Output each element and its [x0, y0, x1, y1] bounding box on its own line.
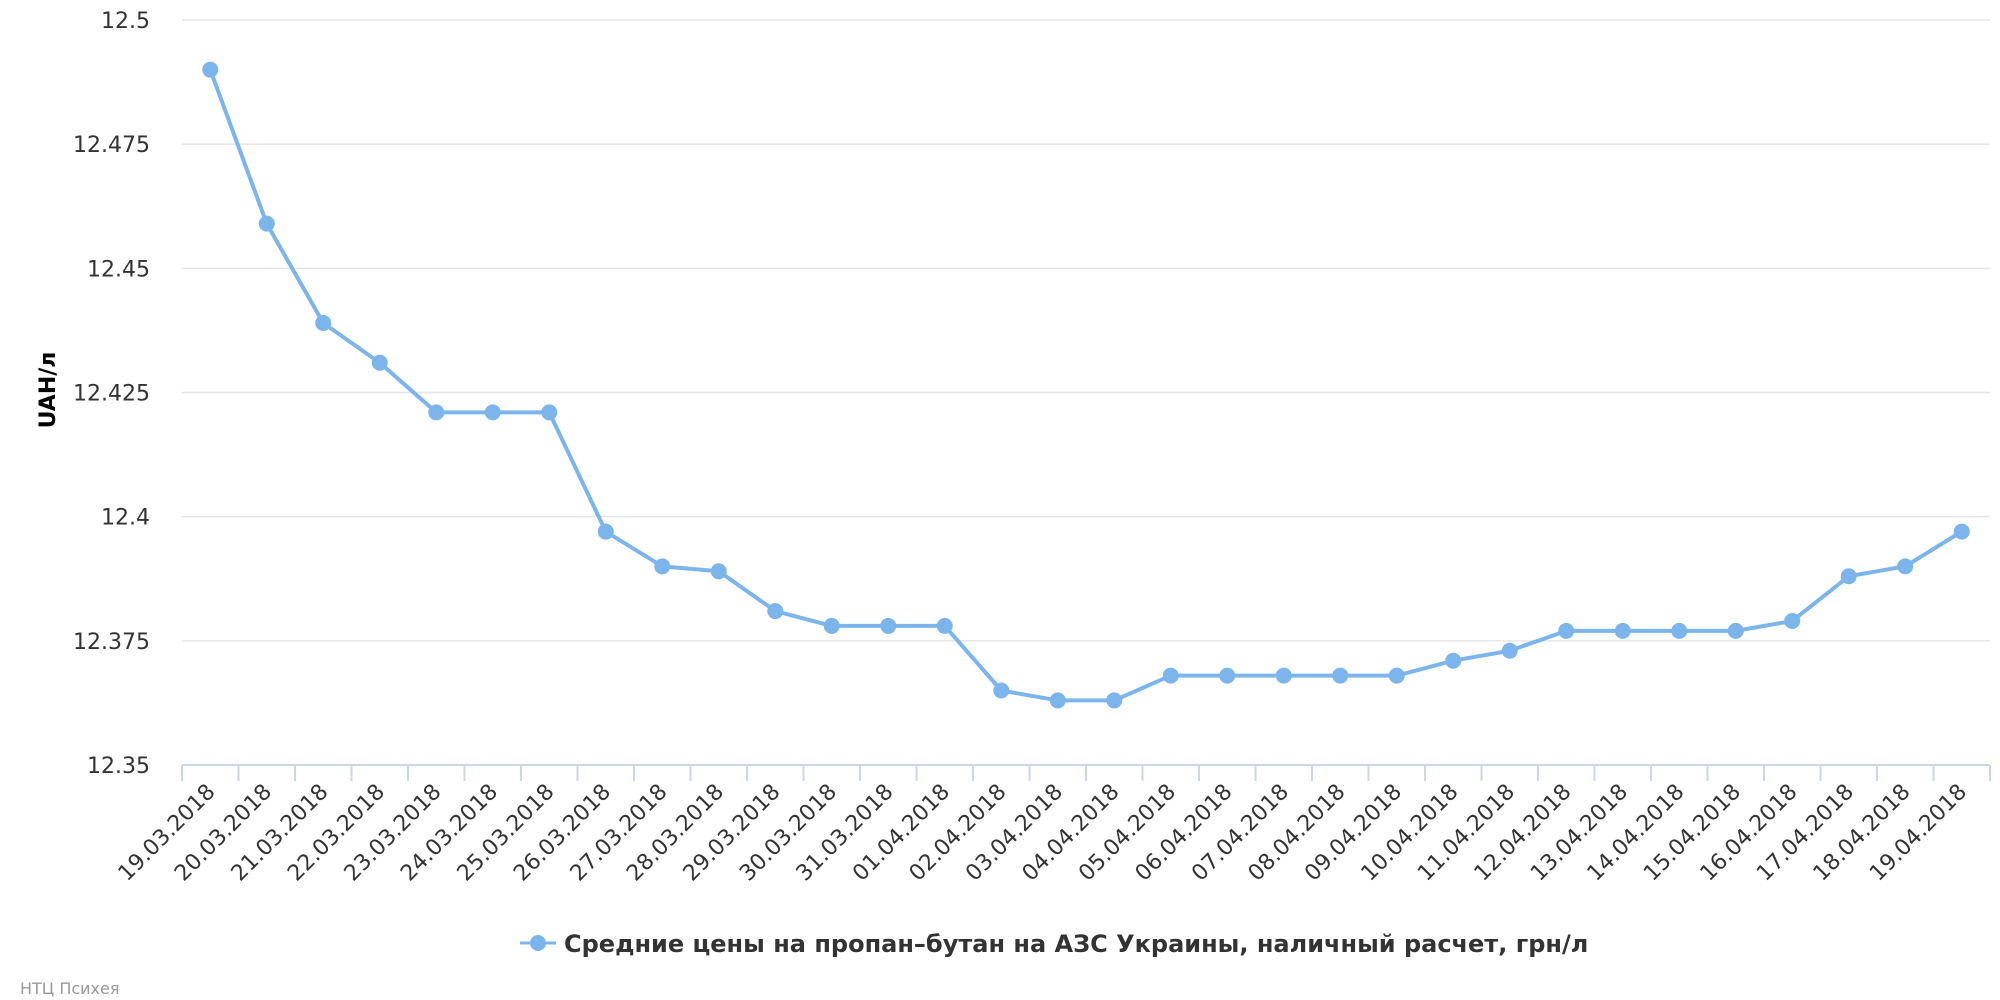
- data-point[interactable]: [1275, 667, 1292, 684]
- data-point[interactable]: [654, 558, 671, 575]
- data-point[interactable]: [993, 682, 1010, 699]
- x-tick-label: 19.03.2018: [114, 780, 221, 887]
- data-point[interactable]: [202, 61, 219, 78]
- y-tick-label: 12.35: [87, 754, 150, 779]
- data-point[interactable]: [1162, 667, 1179, 684]
- data-point[interactable]: [767, 603, 784, 620]
- series-line: [208, 68, 1963, 703]
- data-point[interactable]: [541, 404, 558, 421]
- legend[interactable]: Средние цены на пропан–бутан на АЗС Укра…: [520, 930, 1588, 958]
- data-point[interactable]: [1840, 568, 1857, 585]
- data-point[interactable]: [315, 314, 332, 331]
- data-point[interactable]: [710, 563, 727, 580]
- legend-label: Средние цены на пропан–бутан на АЗС Укра…: [564, 930, 1588, 958]
- data-point[interactable]: [1106, 692, 1123, 709]
- data-point[interactable]: [1558, 622, 1575, 639]
- data-point[interactable]: [597, 523, 614, 540]
- data-point[interactable]: [936, 617, 953, 634]
- data-point[interactable]: [1671, 622, 1688, 639]
- y-tick-label: 12.4: [101, 506, 150, 531]
- y-axis-ticks: 12.35 12.375 12.4 12.425 12.45 12.475 12.5: [73, 9, 150, 779]
- data-point[interactable]: [1897, 558, 1914, 575]
- legend-marker-icon: [530, 935, 546, 951]
- data-point[interactable]: [1501, 642, 1518, 659]
- y-tick-label: 12.425: [73, 382, 150, 407]
- y-tick-label: 12.45: [87, 257, 150, 282]
- data-point[interactable]: [823, 617, 840, 634]
- credit-text[interactable]: НТЦ Психея: [20, 979, 119, 998]
- data-point[interactable]: [1784, 612, 1801, 629]
- data-point[interactable]: [1727, 622, 1744, 639]
- y-tick-label: 12.475: [73, 133, 150, 158]
- y-tick-label: 12.375: [73, 630, 150, 655]
- series-line-group: [202, 61, 1970, 709]
- data-point[interactable]: [1219, 667, 1236, 684]
- data-point[interactable]: [258, 215, 275, 232]
- data-point[interactable]: [1388, 667, 1405, 684]
- data-point[interactable]: [1049, 692, 1066, 709]
- data-point[interactable]: [1614, 622, 1631, 639]
- data-point[interactable]: [371, 354, 388, 371]
- x-axis: [181, 764, 1991, 781]
- grid: [182, 19, 1990, 642]
- data-point[interactable]: [484, 404, 501, 421]
- data-point[interactable]: [1332, 667, 1349, 684]
- data-point[interactable]: [880, 617, 897, 634]
- y-axis-label: UAH/л: [36, 352, 61, 429]
- data-point[interactable]: [428, 404, 445, 421]
- data-point[interactable]: [1953, 523, 1970, 540]
- x-axis-ticks: 19.03.201820.03.201821.03.201822.03.2018…: [114, 780, 1972, 887]
- data-point[interactable]: [1445, 652, 1462, 669]
- y-tick-label: 12.5: [101, 9, 150, 34]
